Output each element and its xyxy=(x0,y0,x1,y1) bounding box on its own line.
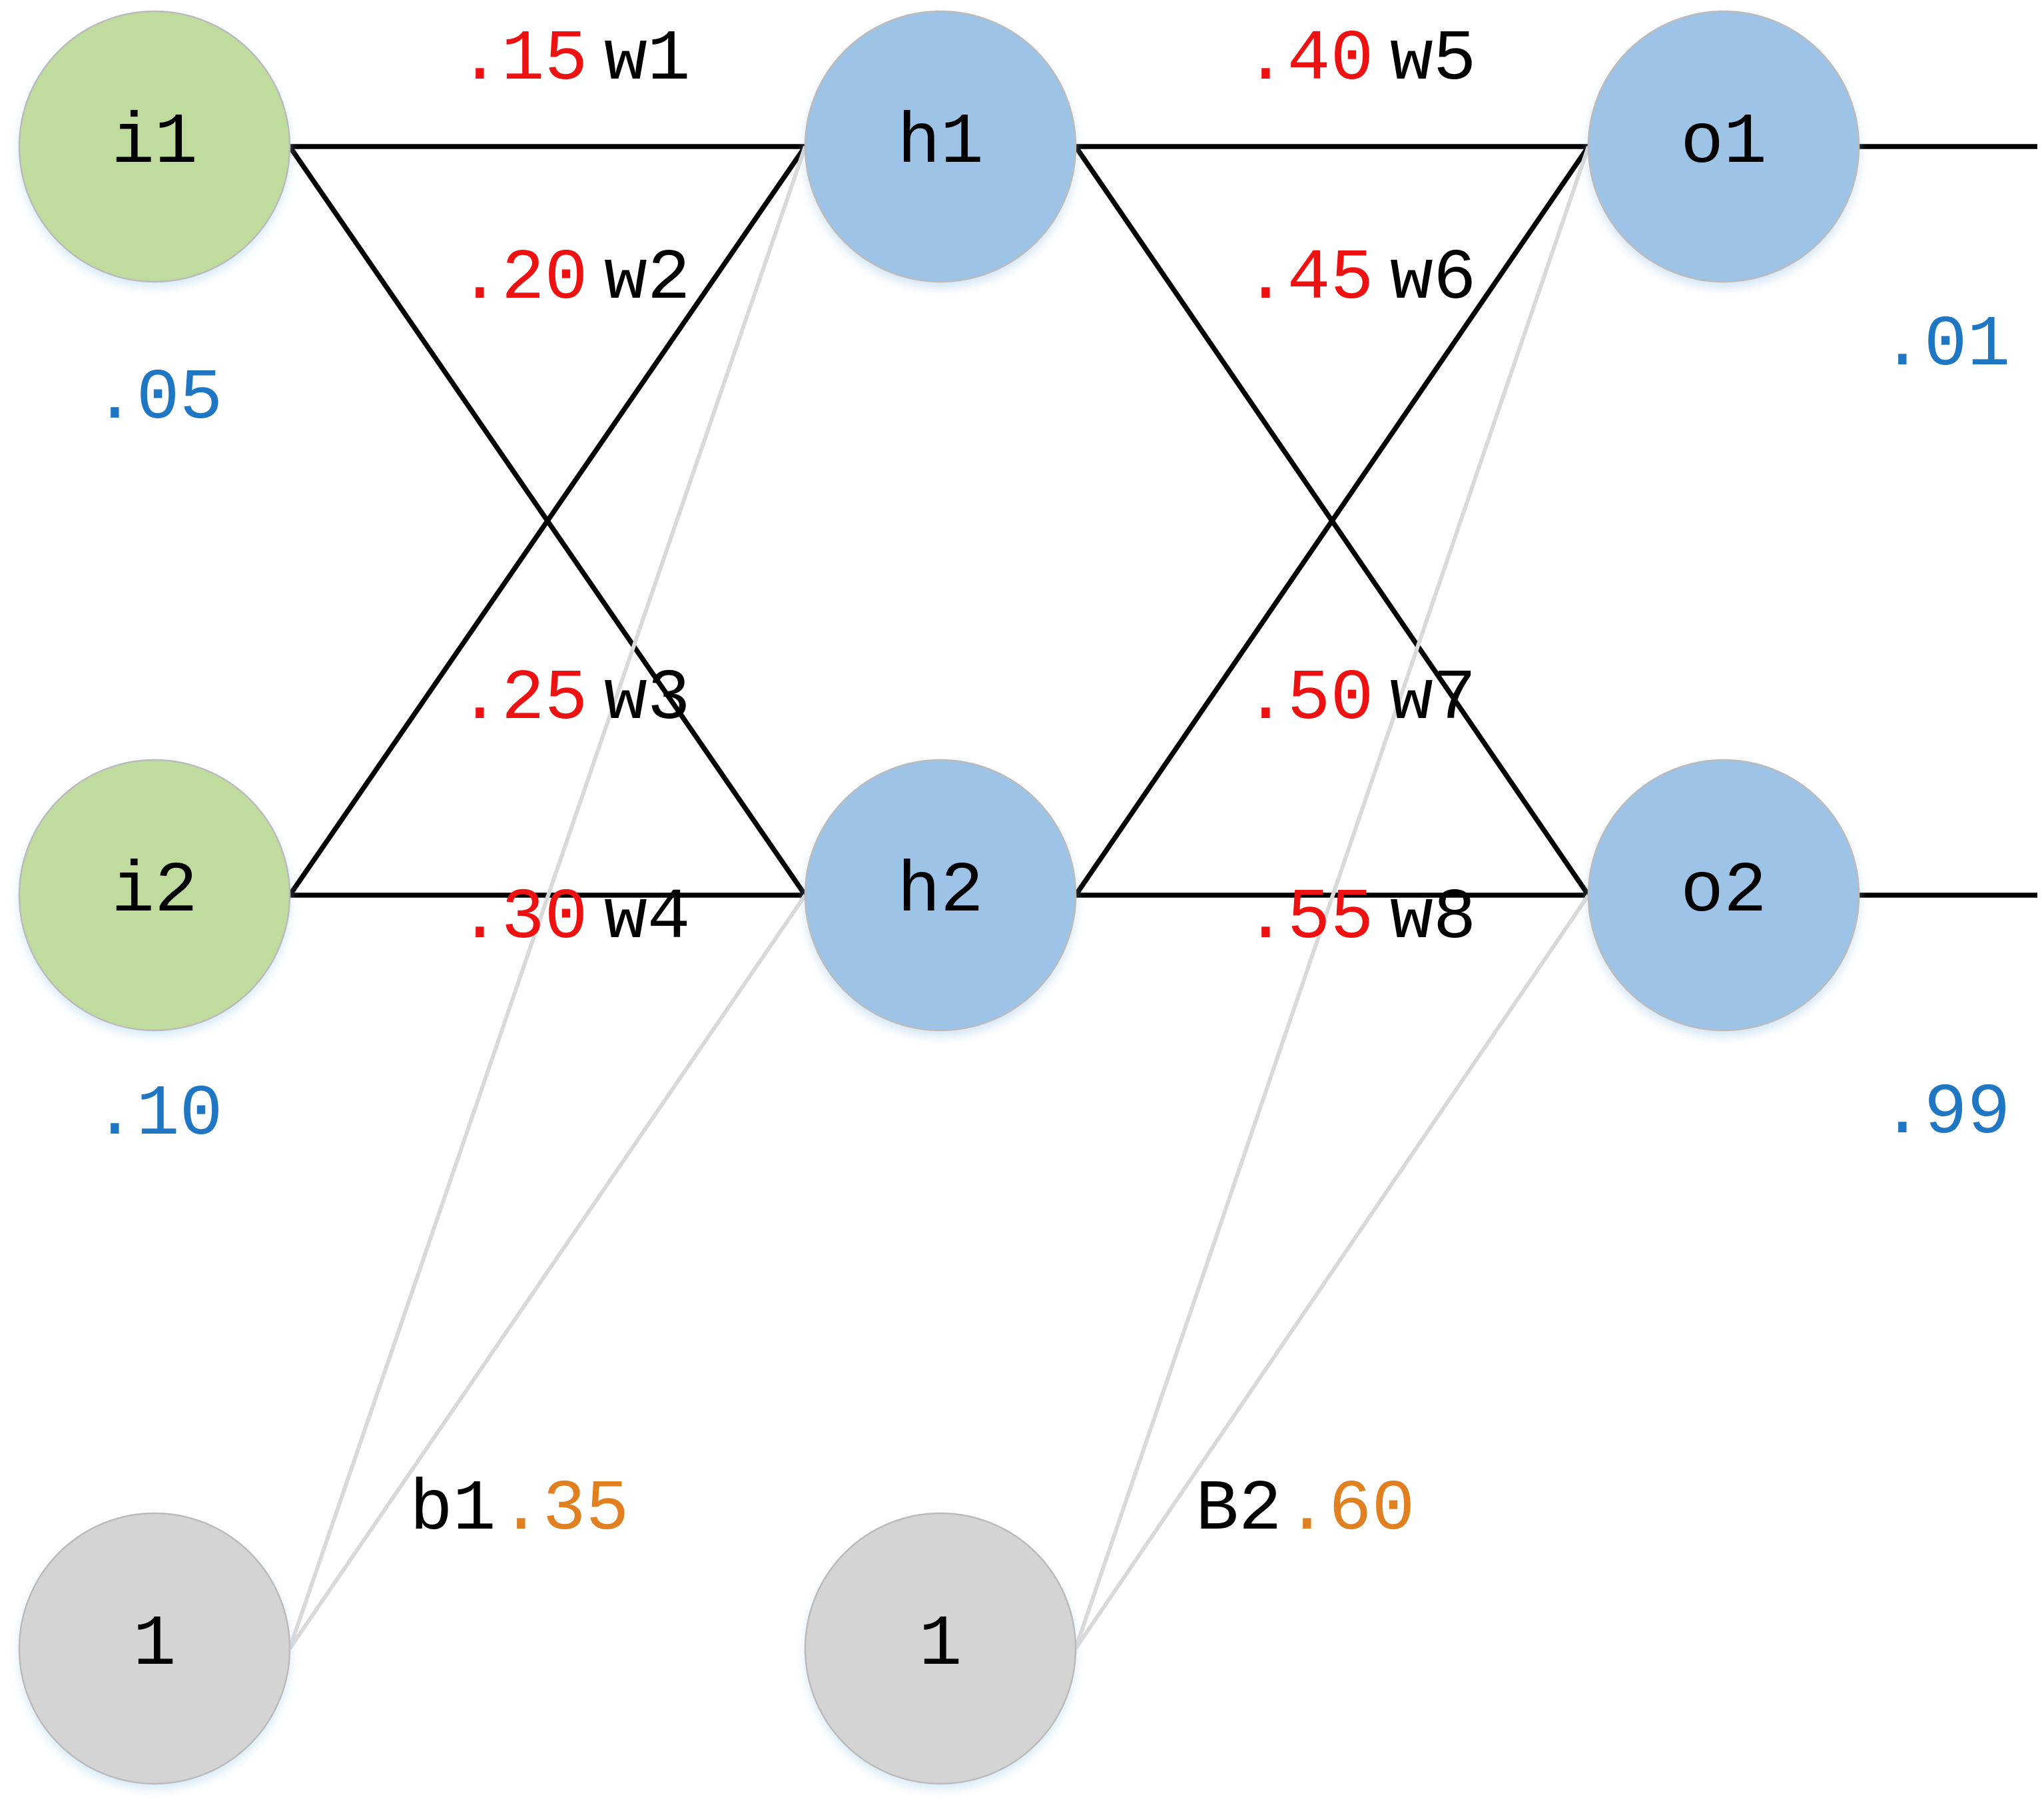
svg-text:i2: i2 xyxy=(111,851,198,932)
svg-text:o1: o1 xyxy=(1680,103,1767,184)
svg-text:1: 1 xyxy=(133,1605,176,1686)
svg-text:h1: h1 xyxy=(897,103,984,184)
svg-text:1: 1 xyxy=(919,1605,962,1686)
svg-text:.05: .05 xyxy=(93,358,222,440)
svg-text:b1.35: b1.35 xyxy=(410,1469,629,1551)
svg-text:.01: .01 xyxy=(1881,305,2010,386)
svg-text:o2: o2 xyxy=(1680,851,1767,932)
svg-text:B2.60: B2.60 xyxy=(1195,1469,1415,1551)
svg-text:h2: h2 xyxy=(897,851,984,932)
svg-text:.99: .99 xyxy=(1881,1073,2010,1154)
svg-text:i1: i1 xyxy=(111,103,198,184)
svg-text:.10: .10 xyxy=(93,1074,222,1156)
